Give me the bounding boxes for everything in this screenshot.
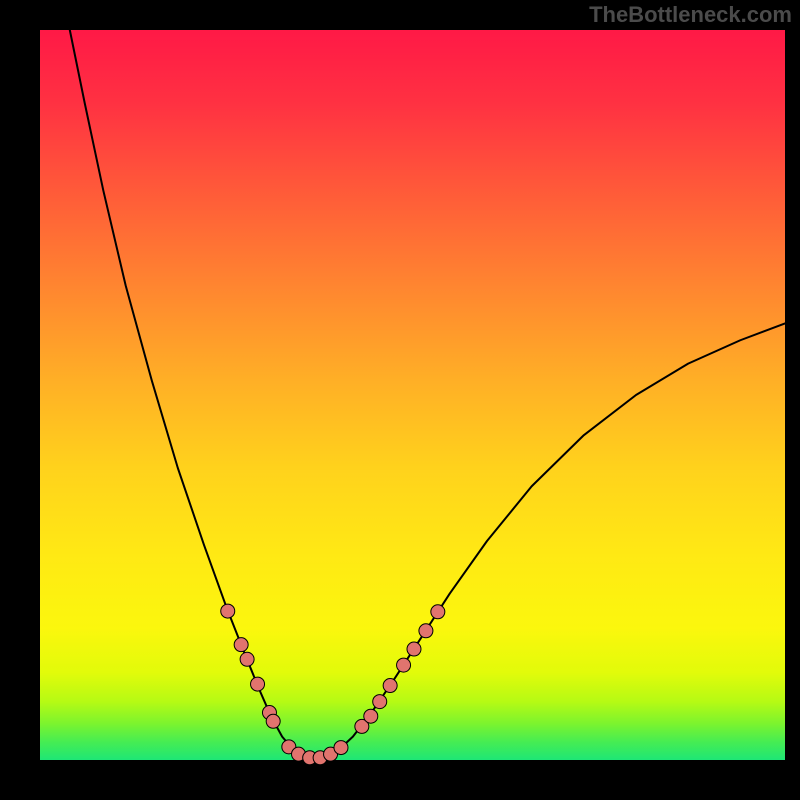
data-marker [334,741,348,755]
data-marker [431,605,445,619]
data-marker [407,642,421,656]
data-marker [251,677,265,691]
data-marker [266,714,280,728]
data-marker [397,658,411,672]
data-marker [419,624,433,638]
chart-svg [0,0,800,800]
data-marker [221,604,235,618]
data-marker [383,679,397,693]
chart-frame: TheBottleneck.com [0,0,800,800]
watermark-text: TheBottleneck.com [589,2,792,28]
data-marker [373,695,387,709]
data-marker [234,638,248,652]
data-marker [364,709,378,723]
data-marker [240,652,254,666]
